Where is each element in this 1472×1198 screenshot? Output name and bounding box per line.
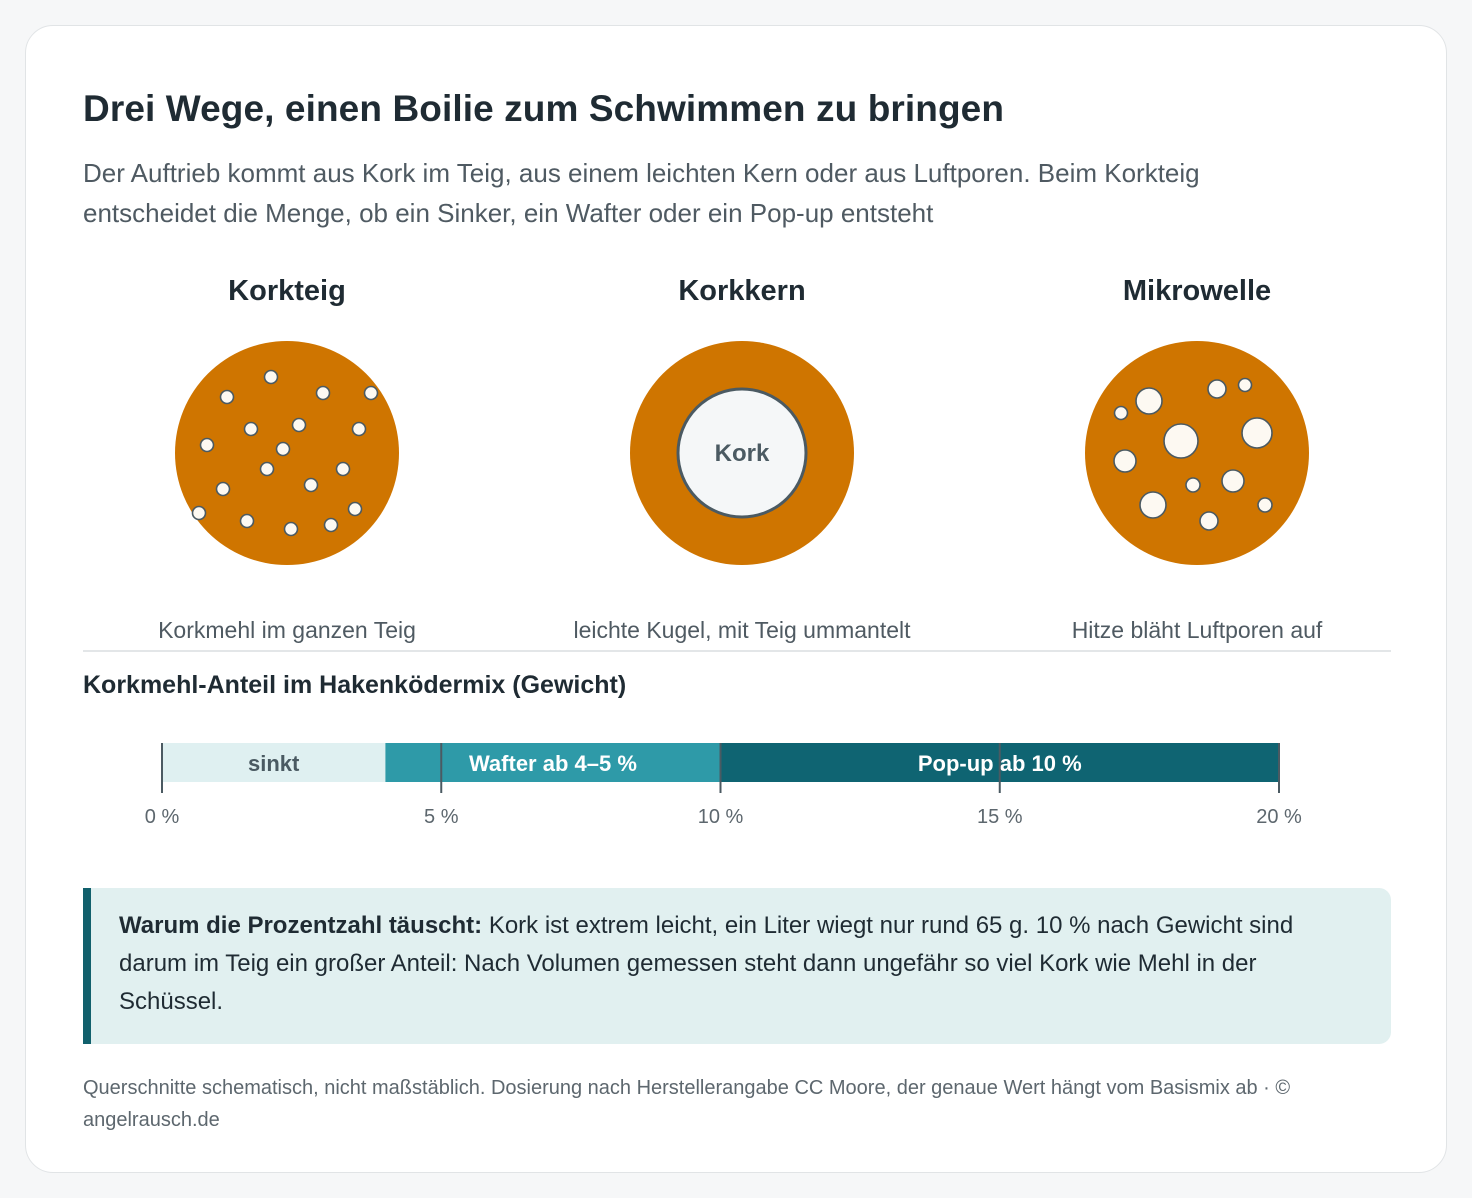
scale-tick-label: 20 % (1256, 806, 1302, 828)
mikrowelle-cross-section (1085, 341, 1309, 565)
scale-segment (162, 743, 386, 782)
cork-percentage-scale: sinkt Wafter ab 4–5 % Pop-up ab 10 %0 % 5 %… (145, 743, 1302, 828)
method-caption: Korkmehl im ganzen Teig (158, 617, 416, 643)
method-caption: leichte Kugel, mit Teig ummantelt (573, 617, 911, 643)
method-title: Korkkern (678, 275, 806, 307)
page-subtitle: Der Auftrieb kommt aus Kork im Teig, aus… (83, 158, 1200, 228)
cork-particles (191, 369, 379, 537)
callout-lead: Warum die Prozentzahl täuscht: (119, 912, 483, 939)
footer-note: Querschnitte schematisch, nicht maßstäbl… (83, 1077, 1291, 1131)
scale-title: Korkmehl-Anteil im Hakenködermix (Gewich… (83, 671, 627, 699)
section-divider (83, 650, 1391, 652)
page-title: Drei Wege, einen Boilie zum Schwimmen zu… (83, 88, 1005, 129)
scale-tick-label: 15 % (977, 806, 1023, 828)
scale-tick-label: 0 % (145, 806, 180, 828)
callout-text: Kork ist extrem leicht, ein Liter wiegt … (119, 912, 1294, 1015)
scale-segment-label: sinkt (248, 751, 300, 776)
method-title: Korkteig (228, 275, 346, 307)
cork-core (676, 387, 808, 519)
infographic-card: Drei Wege, einen Boilie zum Schwimmen zu… (25, 25, 1447, 1173)
info-callout: Warum die Prozentzahl täuscht: Kork ist … (83, 888, 1391, 1044)
method-korkkern: Korkkern Kork leichte Kugel, mit Teig um… (512, 273, 972, 643)
core-label: Kork (715, 440, 770, 467)
air-pores (1113, 377, 1273, 531)
korkkern-cross-section: Kork (630, 341, 854, 565)
scale-segment-label: Wafter ab 4–5 % (469, 751, 637, 776)
method-mikrowelle: Mikrowelle Hitze bläht Luftporen auf (967, 273, 1427, 643)
scale-tick-label: 10 % (698, 806, 744, 828)
scale-tick-label: 5 % (424, 806, 459, 828)
method-caption: Hitze bläht Luftporen auf (1071, 617, 1323, 643)
method-title: Mikrowelle (1122, 275, 1272, 307)
method-korkteig: Korkteig (57, 273, 517, 643)
korkteig-cross-section (175, 341, 399, 565)
